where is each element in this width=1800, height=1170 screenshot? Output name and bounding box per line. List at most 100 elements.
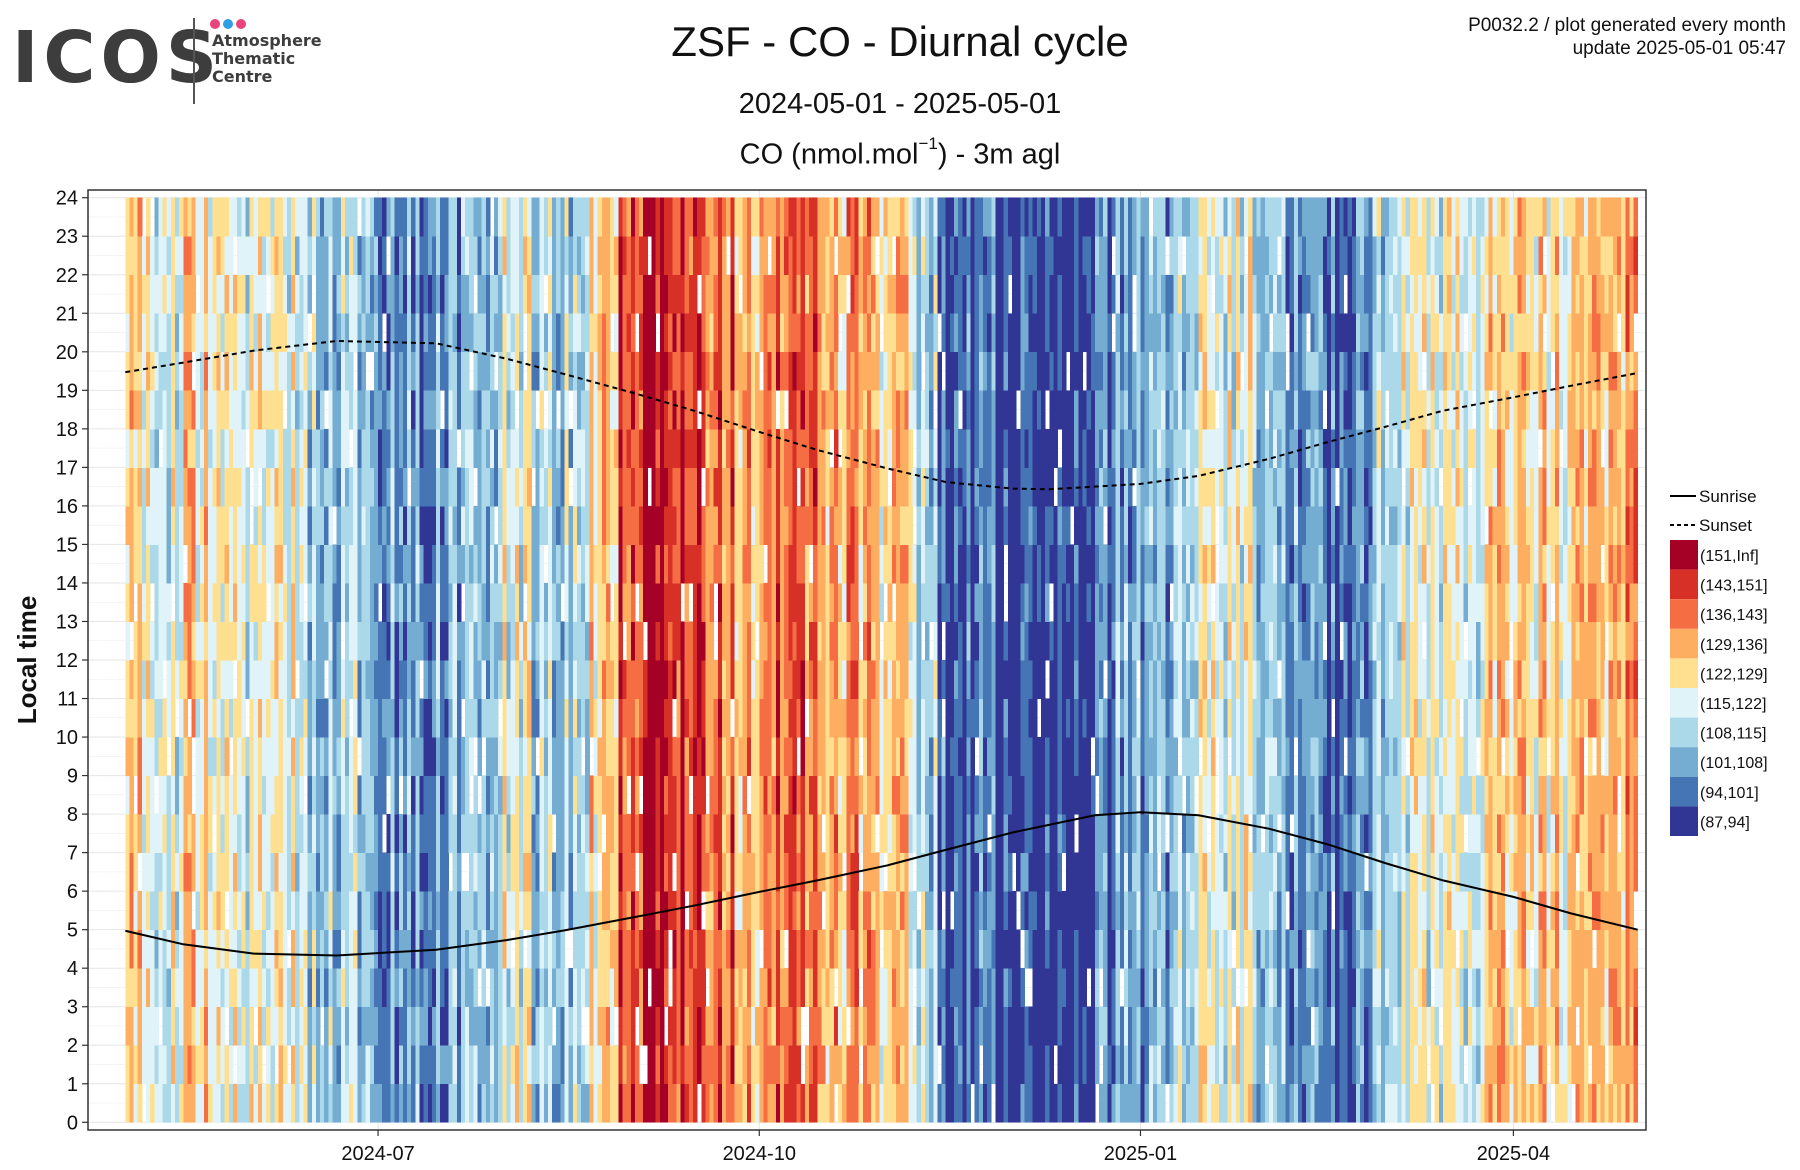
heatmap-cell [402, 929, 408, 969]
heatmap-cell [423, 929, 429, 969]
heatmap-cell [668, 544, 673, 584]
heatmap-cell [634, 390, 640, 430]
heatmap-cell [137, 390, 143, 430]
heatmap-cell [688, 505, 694, 545]
heatmap-cell [804, 582, 810, 622]
heatmap-cell [291, 852, 296, 892]
heatmap-cell [328, 1006, 333, 1046]
heatmap-cell [821, 660, 826, 699]
heatmap-cell [295, 737, 300, 776]
heatmap-cell [610, 814, 615, 854]
heatmap-cell [808, 1083, 814, 1123]
heatmap-cell [357, 313, 362, 353]
heatmap-cell [742, 390, 748, 430]
heatmap-cell [593, 621, 599, 661]
heatmap-cell [465, 351, 470, 391]
heatmap-cell [494, 1083, 499, 1123]
heatmap-cell [444, 852, 449, 892]
heatmap-cell [431, 775, 437, 815]
heatmap-cell [386, 467, 391, 507]
heatmap-cell [369, 313, 375, 353]
heatmap-cell [829, 274, 835, 314]
heatmap-cell [842, 428, 847, 468]
heatmap-cell [891, 621, 897, 661]
heatmap-cell [813, 1045, 818, 1085]
heatmap-cell [767, 505, 773, 545]
heatmap-cell [999, 544, 1005, 584]
heatmap-cell [634, 891, 640, 931]
heatmap-cell [738, 390, 744, 430]
heatmap-cell [150, 698, 155, 738]
heatmap-cell [705, 428, 710, 468]
heatmap-cell [407, 1045, 412, 1085]
heatmap-cell [415, 467, 420, 507]
heatmap-cell [726, 544, 731, 584]
heatmap-cell [995, 505, 1000, 545]
heatmap-cell [734, 737, 739, 776]
heatmap-cell [452, 544, 458, 584]
heatmap-cell [299, 351, 304, 391]
heatmap-cell [750, 737, 756, 776]
heatmap-cell [208, 852, 213, 892]
heatmap-cell [668, 660, 673, 699]
heatmap-cell [436, 737, 441, 776]
heatmap-cell [494, 313, 499, 353]
heatmap-cell [498, 891, 503, 931]
heatmap-cell [709, 775, 715, 815]
heatmap-cell [204, 968, 209, 1008]
heatmap-cell [307, 968, 313, 1008]
heatmap-cell [378, 274, 383, 314]
heatmap-cell [684, 236, 690, 276]
heatmap-cell [746, 621, 752, 661]
heatmap-cell [825, 428, 831, 468]
heatmap-cell [431, 313, 437, 353]
heatmap-cell [249, 1006, 255, 1046]
heatmap-cell [821, 505, 826, 545]
heatmap-cell [663, 467, 669, 507]
heatmap-cell [800, 660, 806, 699]
heatmap-cell [199, 274, 205, 314]
heatmap-cell [191, 968, 197, 1008]
heatmap-cell [141, 775, 147, 815]
heatmap-cell [502, 582, 507, 622]
heatmap-cell [241, 390, 246, 430]
heatmap-cell [688, 621, 694, 661]
heatmap-cell [191, 929, 197, 969]
heatmap-cell [974, 929, 980, 969]
heatmap-cell [974, 274, 980, 314]
heatmap-cell [684, 428, 690, 468]
heatmap-cell [191, 582, 197, 622]
heatmap-cell [842, 582, 847, 622]
heatmap-cell [382, 1083, 387, 1123]
heatmap-cell [1007, 968, 1013, 1008]
heatmap-cell [187, 891, 192, 931]
heatmap-cell [423, 390, 429, 430]
heatmap-cell [257, 351, 263, 391]
heatmap-cell [639, 891, 644, 931]
heatmap-cell [245, 1045, 250, 1085]
heatmap-cell [274, 351, 279, 391]
heatmap-cell [626, 351, 632, 391]
heatmap-cell [576, 197, 582, 237]
heatmap-cell [527, 775, 532, 815]
heatmap-cell [320, 544, 325, 584]
heatmap-cell [502, 428, 507, 468]
heatmap-cell [183, 814, 188, 854]
heatmap-cell [270, 814, 275, 854]
heatmap-cell [999, 390, 1005, 430]
heatmap-cell [597, 505, 603, 545]
heatmap-cell [469, 1045, 474, 1085]
heatmap-cell [257, 814, 263, 854]
heatmap-cell [987, 351, 992, 391]
heatmap-cell [639, 505, 644, 545]
heatmap-cell [862, 852, 868, 892]
heatmap-cell [249, 660, 255, 699]
heatmap-cell [610, 390, 615, 430]
heatmap-cell [365, 1045, 371, 1085]
heatmap-cell [328, 660, 333, 699]
heatmap-cell [552, 544, 557, 584]
heatmap-cell [560, 428, 565, 468]
heatmap-cell [726, 1083, 731, 1123]
heatmap-cell [274, 814, 279, 854]
heatmap-cell [485, 1083, 491, 1123]
